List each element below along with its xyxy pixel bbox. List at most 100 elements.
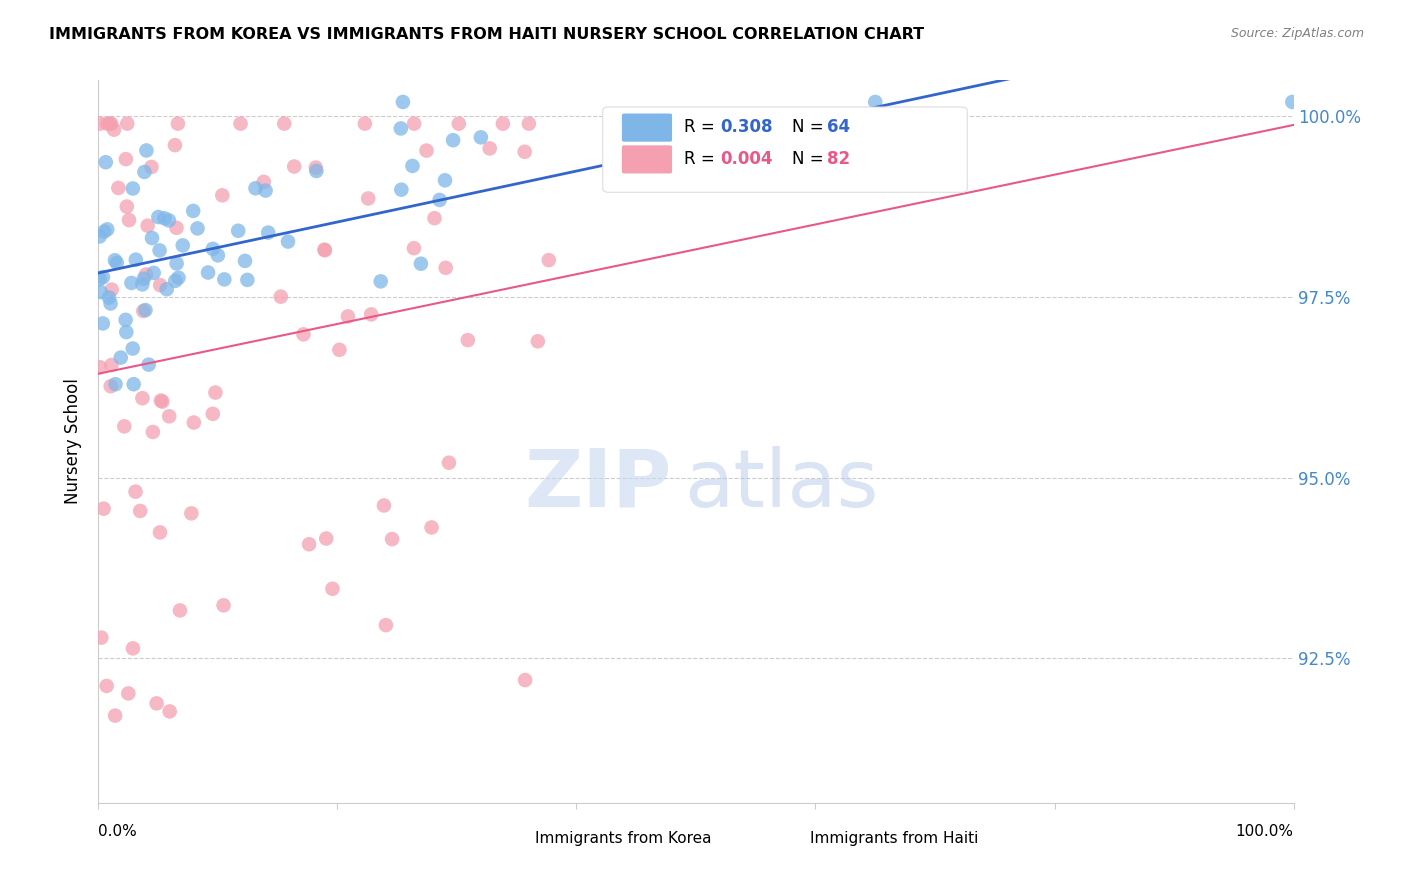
Point [166, 256, 188, 270]
Point [94, 155, 117, 169]
Point [167, 117, 190, 131]
Text: 100.0%: 100.0% [1236, 824, 1294, 839]
Point [257, 226, 280, 240]
Point [124, 484, 146, 499]
Point [157, 409, 180, 424]
Point [315, 532, 337, 546]
Point [156, 282, 179, 296]
Point [122, 641, 145, 656]
Point [115, 200, 138, 214]
Point [100, 283, 122, 297]
Point [197, 266, 219, 280]
Point [138, 358, 160, 372]
Point [401, 159, 423, 173]
Point [314, 243, 336, 257]
Point [447, 117, 470, 131]
Point [226, 224, 249, 238]
Point [409, 257, 432, 271]
Point [132, 272, 155, 286]
Point [121, 342, 143, 356]
Point [141, 160, 163, 174]
Point [277, 235, 299, 249]
Point [381, 532, 404, 546]
Point [360, 307, 382, 321]
Point [115, 325, 138, 339]
Point [186, 221, 208, 235]
Point [457, 333, 479, 347]
Point [112, 419, 135, 434]
Point [336, 310, 359, 324]
Point [437, 456, 460, 470]
Point [149, 525, 172, 540]
Text: 82: 82 [827, 150, 851, 168]
Point [118, 213, 141, 227]
Point [420, 520, 443, 534]
Point [93, 225, 115, 239]
Point [105, 256, 128, 270]
Text: N =: N = [792, 119, 828, 136]
Point [96, 117, 118, 131]
Point [370, 274, 392, 288]
Point [470, 130, 492, 145]
FancyBboxPatch shape [621, 113, 672, 142]
Point [148, 244, 170, 258]
Point [159, 705, 181, 719]
Point [354, 117, 377, 131]
Point [492, 117, 515, 131]
Point [89, 117, 111, 131]
Point [131, 391, 153, 405]
Point [389, 183, 412, 197]
Point [305, 161, 328, 175]
Point [120, 276, 142, 290]
Point [292, 327, 315, 342]
Point [148, 210, 170, 224]
Text: R =: R = [685, 119, 720, 136]
Point [96, 222, 118, 236]
Point [270, 290, 292, 304]
Text: R =: R = [685, 150, 720, 168]
Point [181, 203, 204, 218]
Point [374, 618, 396, 632]
Point [115, 117, 138, 131]
Point [167, 270, 190, 285]
Point [183, 416, 205, 430]
Point [107, 181, 129, 195]
Point [103, 122, 125, 136]
Point [1281, 95, 1303, 109]
Text: Immigrants from Korea: Immigrants from Korea [534, 831, 711, 847]
Point [402, 241, 425, 255]
Point [134, 165, 156, 179]
Point [89, 360, 111, 375]
Point [314, 244, 336, 258]
Point [117, 686, 139, 700]
Point [89, 272, 111, 286]
Point [163, 138, 186, 153]
Point [93, 501, 115, 516]
Text: ZIP: ZIP [524, 446, 672, 524]
Point [229, 117, 252, 131]
Point [91, 270, 114, 285]
Point [328, 343, 350, 357]
Point [204, 385, 226, 400]
Point [214, 272, 236, 286]
Point [373, 499, 395, 513]
Text: 0.308: 0.308 [720, 119, 772, 136]
Point [513, 145, 536, 159]
Point [169, 603, 191, 617]
Point [207, 248, 229, 262]
Point [527, 334, 550, 349]
Point [180, 507, 202, 521]
Point [122, 377, 145, 392]
Point [236, 273, 259, 287]
Point [201, 407, 224, 421]
Point [404, 117, 426, 131]
Point [100, 117, 122, 131]
Point [305, 164, 328, 178]
Point [150, 394, 173, 409]
Point [149, 393, 172, 408]
Point [211, 188, 233, 202]
Point [153, 211, 176, 226]
Point [298, 537, 321, 551]
Point [865, 95, 887, 109]
Point [135, 144, 157, 158]
